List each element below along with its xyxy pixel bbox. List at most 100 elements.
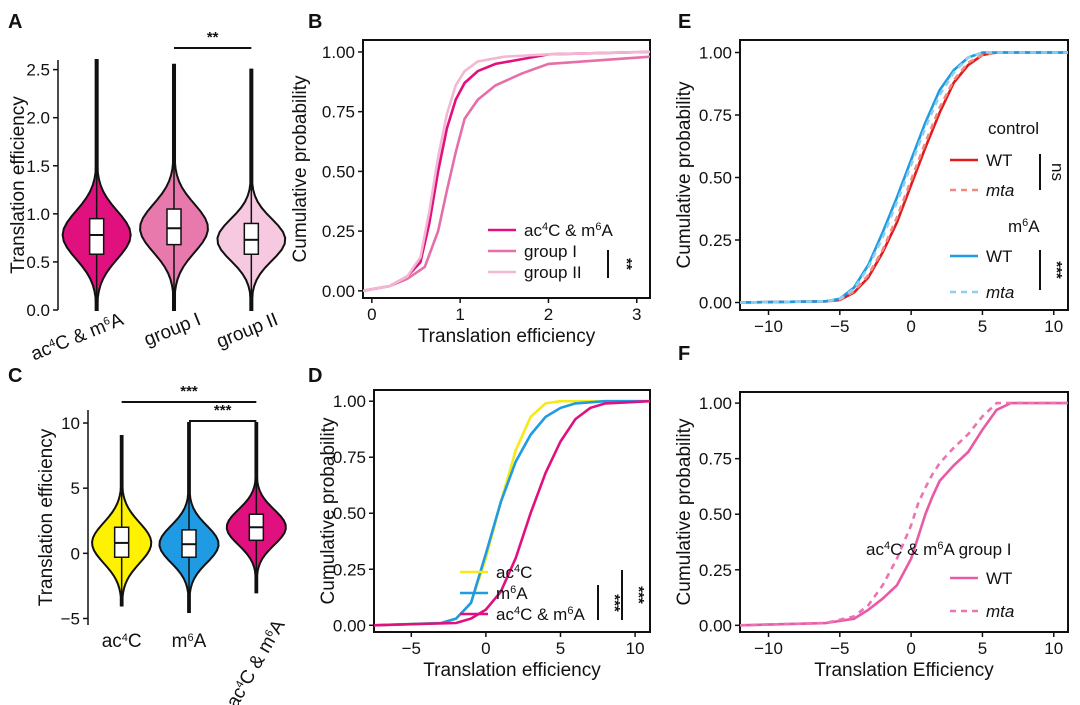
plot-frame [739, 391, 1069, 633]
y-axis-label: Cumulative probability [290, 75, 311, 262]
category-label-1: ac4C [102, 631, 142, 652]
x-tick-label: 2 [544, 305, 553, 324]
panel-f: F −10 −5 0 5 10 0.00 0.25 0.50 0.75 1.00Cumulative… [674, 343, 1069, 681]
category-label-2: group I [141, 309, 204, 351]
y-tick-label: 0.25 [322, 222, 355, 241]
significance-label-2: *** [1048, 261, 1065, 279]
series-line-1 [740, 51, 1068, 304]
y-tick-label: 1.0 [26, 205, 50, 224]
y-tick-label: 0.75 [699, 106, 732, 125]
y-tick-label: 1.00 [699, 44, 732, 63]
x-tick-label: 0 [481, 639, 490, 658]
y-tick-label: 0.00 [322, 282, 355, 301]
legend-label-2: m6A [496, 584, 528, 603]
series-line-1 [363, 50, 650, 293]
y-tick-label: 0.75 [322, 103, 355, 122]
y-tick-label: 0.50 [699, 169, 732, 188]
y-tick-label: 5 [71, 479, 80, 498]
series-line-3 [740, 51, 1068, 304]
series-line-3 [374, 399, 650, 627]
series-line-1 [740, 401, 1068, 627]
panel-letter-b: B [308, 11, 322, 33]
significance-label-1: ** [207, 29, 219, 46]
y-tick-label: 10 [61, 414, 80, 433]
category-label-3: group II [214, 309, 282, 353]
x-axis-label: Translation Efficiency [814, 660, 994, 681]
category-label-3: ac4C & m6A [222, 616, 289, 705]
x-tick-label: −10 [754, 639, 783, 658]
y-axis-label: Cumulative probability [674, 81, 695, 268]
legend-label-4: mta [986, 283, 1014, 302]
y-tick-label: 0.75 [333, 448, 366, 467]
legend-label-3: ac4C & m6A [496, 605, 585, 624]
panel-a: A 0.0 0.5 1.0 1.5 2.0 2.5 Translation efficienc… [8, 11, 287, 365]
series-line-2 [740, 401, 1068, 627]
y-tick-label: 1.00 [322, 43, 355, 62]
box-1 [88, 217, 105, 255]
significance-label-2: *** [630, 586, 647, 604]
x-axis-label: Translation efficiency [418, 326, 596, 347]
significance-label-1: ** [618, 258, 635, 270]
x-tick-label: 5 [556, 639, 565, 658]
x-tick-label: 0 [367, 305, 376, 324]
category-label-2: m6A [172, 631, 207, 652]
plot-frame [373, 389, 651, 633]
y-tick-label: 0.75 [699, 450, 732, 469]
legend-label-2: mta [986, 602, 1014, 621]
significance-label-2: *** [214, 402, 232, 419]
y-tick-label: 0.00 [699, 616, 732, 635]
legend-label-3: WT [986, 247, 1012, 266]
y-tick-label: 0.50 [333, 504, 366, 523]
series-line-2 [740, 51, 1068, 304]
x-tick-label: −5 [830, 317, 849, 336]
x-tick-label: −10 [754, 317, 783, 336]
y-axis-label: Cumulative probability [318, 417, 339, 604]
legend-label-3: group II [524, 263, 582, 282]
y-tick-label: 0.5 [26, 253, 50, 272]
panel-letter-a: A [8, 11, 22, 33]
y-tick-label: 1.00 [333, 392, 366, 411]
legend-label-1: WT [986, 151, 1012, 170]
y-tick-label: 0.25 [699, 231, 732, 250]
legend-title-control: control [988, 119, 1039, 138]
x-tick-label: 5 [978, 639, 987, 658]
panel-b: B 0 1 2 3 0.00 0.25 0.50 0.75 1.00 Cumulative prob… [290, 11, 651, 347]
y-tick-label: −5 [61, 609, 80, 628]
panel-letter-c: C [8, 365, 22, 387]
significance-label-1: *** [606, 594, 623, 612]
box-2 [166, 208, 182, 246]
y-tick-label: 2.0 [26, 109, 50, 128]
x-tick-label: 1 [455, 305, 464, 324]
legend-title-m6a: m6A [1008, 217, 1040, 236]
x-tick-label: 5 [978, 317, 987, 336]
y-tick-label: 0.00 [333, 616, 366, 635]
x-axis-label: Translation efficiency [423, 660, 601, 681]
legend-label-2: mta [986, 181, 1014, 200]
y-tick-label: 0.00 [699, 294, 732, 313]
x-tick-label: 10 [626, 639, 645, 658]
y-axis-label: Cumulative probability [674, 418, 695, 605]
y-tick-label: 0.50 [322, 162, 355, 181]
plot-frame [362, 39, 651, 299]
y-tick-label: 0.0 [26, 301, 50, 320]
x-tick-label: 0 [906, 639, 915, 658]
y-tick-label: 1.5 [26, 157, 50, 176]
legend-title: ac4C & m6A group I [866, 540, 1012, 559]
plot-frame [739, 39, 1069, 311]
x-tick-label: 10 [1044, 317, 1063, 336]
panel-d: D −5 0 5 10 0.00 0.25 0.50 0.75 1.00 Cumulative pr… [308, 365, 651, 681]
series-line-2 [374, 399, 650, 627]
y-axis-label: Translation efficiency [8, 96, 29, 274]
y-tick-label: 1.00 [699, 394, 732, 413]
x-tick-label: 0 [906, 317, 915, 336]
y-axis-label: Translation efficiency [36, 428, 57, 606]
x-tick-label: 10 [1044, 639, 1063, 658]
y-tick-label: 0.25 [699, 561, 732, 580]
series-line-2 [363, 55, 650, 293]
y-tick-label: 2.5 [26, 61, 50, 80]
significance-label-1: ns [1048, 163, 1067, 181]
x-tick-label: −5 [830, 639, 849, 658]
y-tick-label: 0 [71, 544, 80, 563]
series-line-4 [740, 51, 1068, 304]
